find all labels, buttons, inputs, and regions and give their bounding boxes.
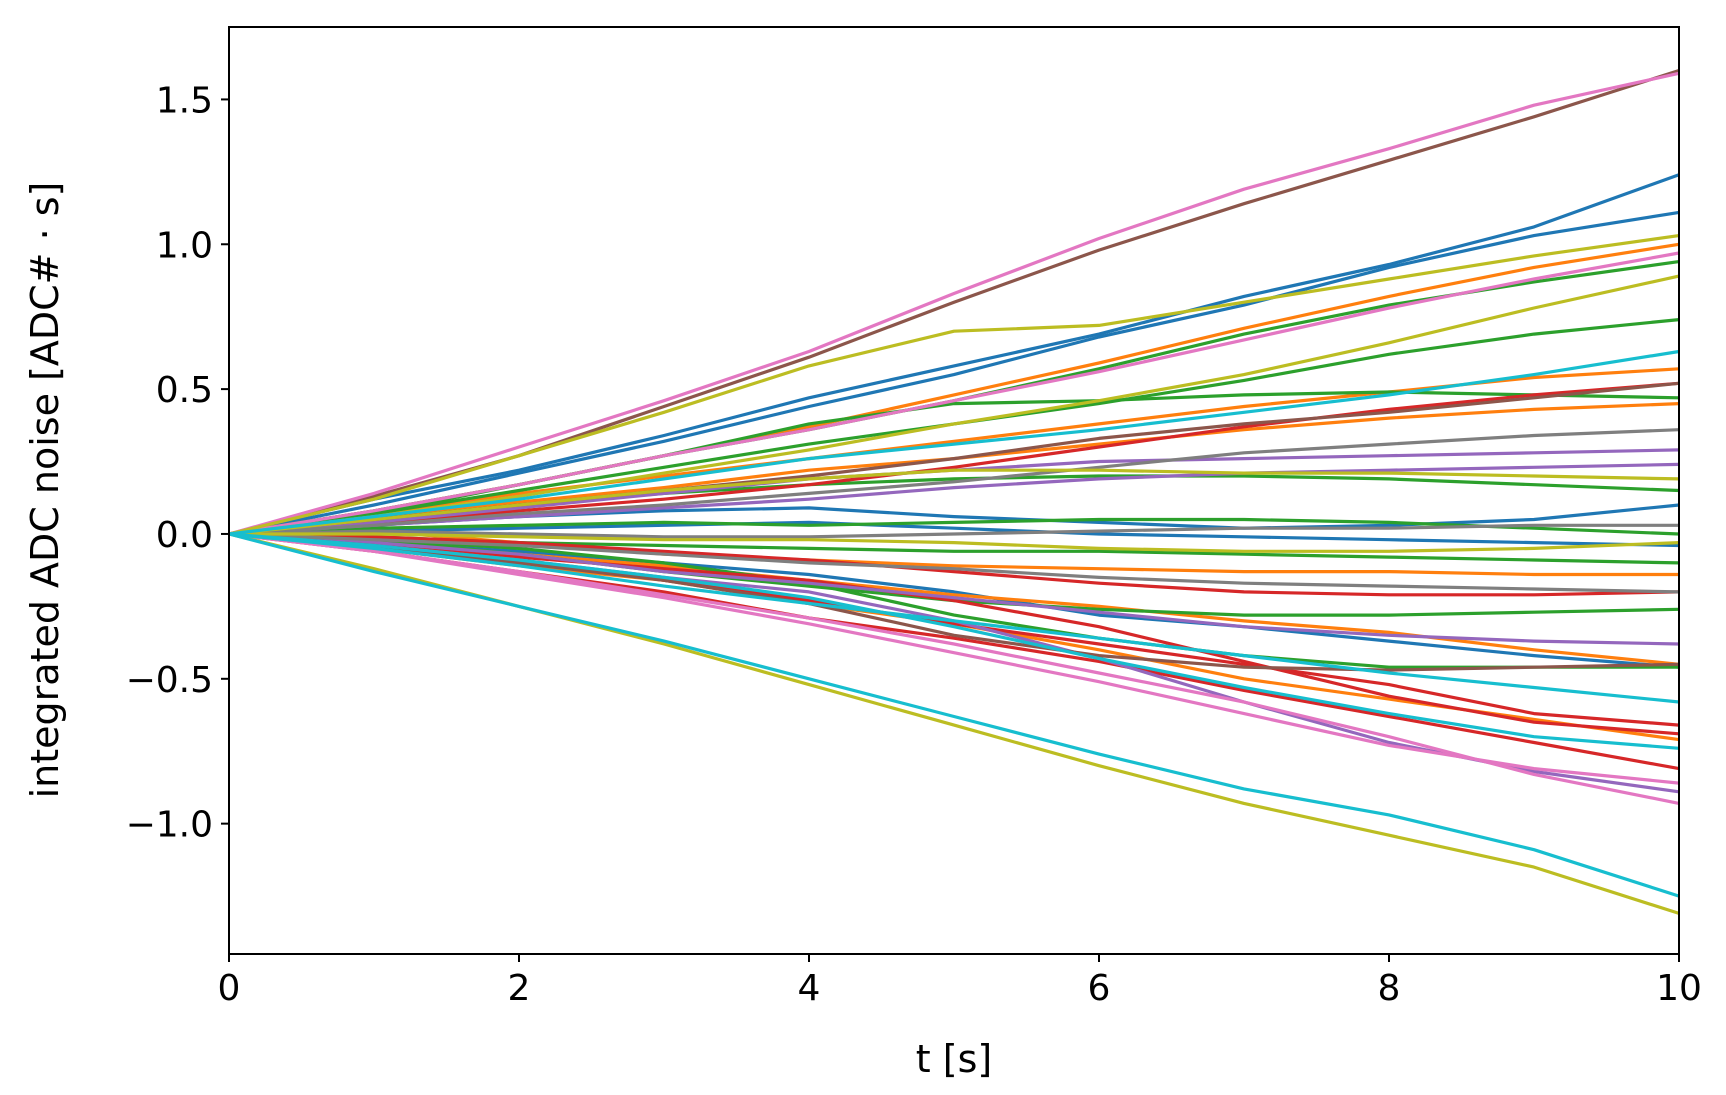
series-line-39 xyxy=(228,234,1680,536)
y-tick-label: 0.5 xyxy=(156,370,213,411)
x-tick-label: 2 xyxy=(508,968,531,1009)
series-line-24 xyxy=(228,532,1680,736)
series-line-45 xyxy=(228,532,1680,750)
x-tick-label: 4 xyxy=(798,968,821,1009)
x-tick-label: 6 xyxy=(1088,968,1111,1009)
series-line-37 xyxy=(228,532,1680,594)
x-tick-label: 0 xyxy=(218,968,241,1009)
x-tick-label: 8 xyxy=(1378,968,1401,1009)
y-tick-label: 1.5 xyxy=(156,80,213,121)
series-line-43 xyxy=(229,532,1680,553)
series-line-28 xyxy=(228,532,1680,646)
y-tick-label: −0.5 xyxy=(126,660,213,701)
series-line-13 xyxy=(228,318,1680,536)
series-line-31 xyxy=(228,532,1680,672)
series-line-19 xyxy=(228,532,1679,669)
series-line-20 xyxy=(228,381,1680,536)
x-axis-label: t [s] xyxy=(916,1037,992,1081)
y-tick-label: −1.0 xyxy=(126,805,213,846)
series-line-27 xyxy=(228,462,1680,536)
series-line-34 xyxy=(228,532,1680,785)
axis-ticks: 0 2 4 6 8 10 −1.0 −0.5 0.0 0.5 1.0 1.5 xyxy=(126,80,1702,1009)
series-lines xyxy=(228,68,1680,915)
series-line-44 xyxy=(228,532,1680,898)
series-line-16 xyxy=(228,517,1680,536)
y-axis-label: integrated ADC noise [ADC# · s] xyxy=(23,182,67,799)
series-line-11 xyxy=(228,529,1679,577)
series-line-35 xyxy=(228,251,1680,536)
series-line-1 xyxy=(228,173,1680,536)
series-line-29 xyxy=(228,68,1680,536)
plot-frame xyxy=(228,26,1680,955)
series-line-40 xyxy=(228,274,1680,536)
x-tick-label: 10 xyxy=(1656,968,1702,1009)
series-line-36 xyxy=(228,428,1680,536)
series-line-46 xyxy=(228,349,1680,536)
series-line-5 xyxy=(228,520,1680,548)
series-line-41 xyxy=(228,468,1680,536)
series-line-2 xyxy=(228,210,1680,536)
y-tick-label: 0.0 xyxy=(156,515,213,556)
series-line-47 xyxy=(228,532,1680,704)
series-line-33 xyxy=(228,532,1680,805)
series-line-32 xyxy=(228,71,1680,536)
y-tick-label: 1.0 xyxy=(156,225,213,266)
series-line-23 xyxy=(228,532,1680,597)
series-line-38 xyxy=(228,523,1679,539)
